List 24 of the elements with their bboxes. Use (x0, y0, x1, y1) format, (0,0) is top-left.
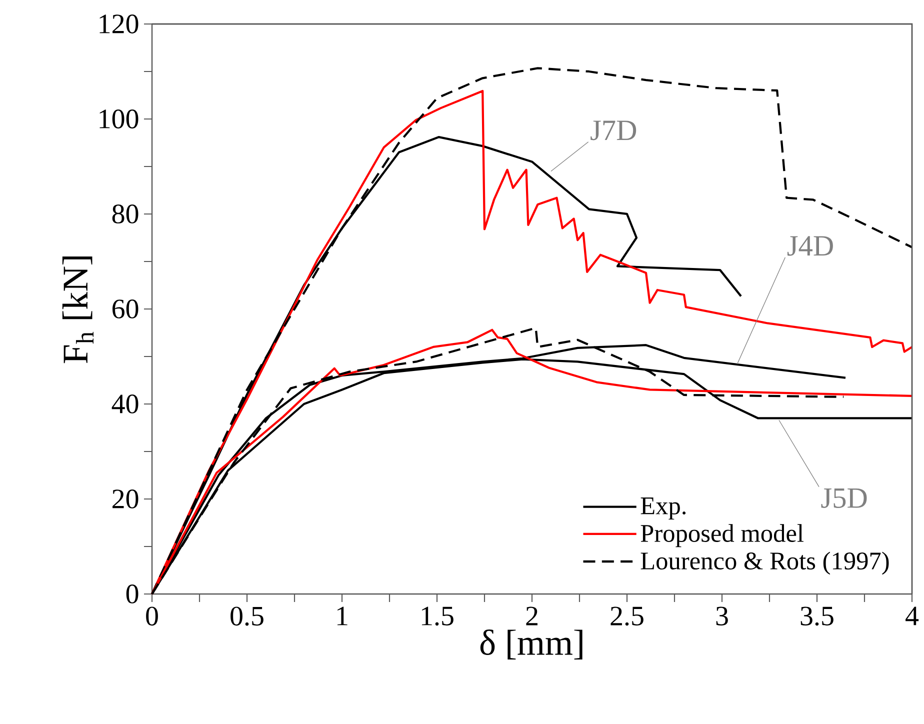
x-tick-label: 4 (906, 606, 919, 626)
y-tick-label: 60 (112, 300, 138, 318)
x-tick-label: 0 (146, 606, 158, 626)
y-tick-label: 120 (100, 14, 138, 34)
annotation: J7D (590, 120, 636, 140)
x-tick-label: 3.5 (800, 606, 834, 626)
annotation: J4D (787, 236, 833, 256)
annotation: J5D (821, 488, 867, 508)
y-tick-label: 40 (112, 394, 138, 414)
x-tick-label: 2 (526, 606, 538, 626)
x-tick-label: 3 (716, 606, 728, 626)
y-tick-label: 100 (100, 110, 138, 128)
legend-label: Proposed model (640, 524, 804, 548)
legend-label: Lourenco & Rots (1997) (640, 552, 889, 575)
x-tick-label: 1.5 (422, 606, 454, 626)
y-tick-label: 20 (112, 490, 138, 508)
x-axis-title: δ [mm] (480, 630, 582, 660)
x-tick-label: 1 (337, 606, 348, 626)
y-tick-label: 0 (126, 584, 138, 604)
x-tick-label: 0.5 (230, 606, 264, 626)
y-axis-title: F$_{h}$ [kN] (62, 256, 94, 364)
legend-label: Exp. (640, 498, 686, 520)
y-tick-label: 80 (112, 204, 138, 224)
x-tick-label: 2.5 (610, 606, 644, 626)
